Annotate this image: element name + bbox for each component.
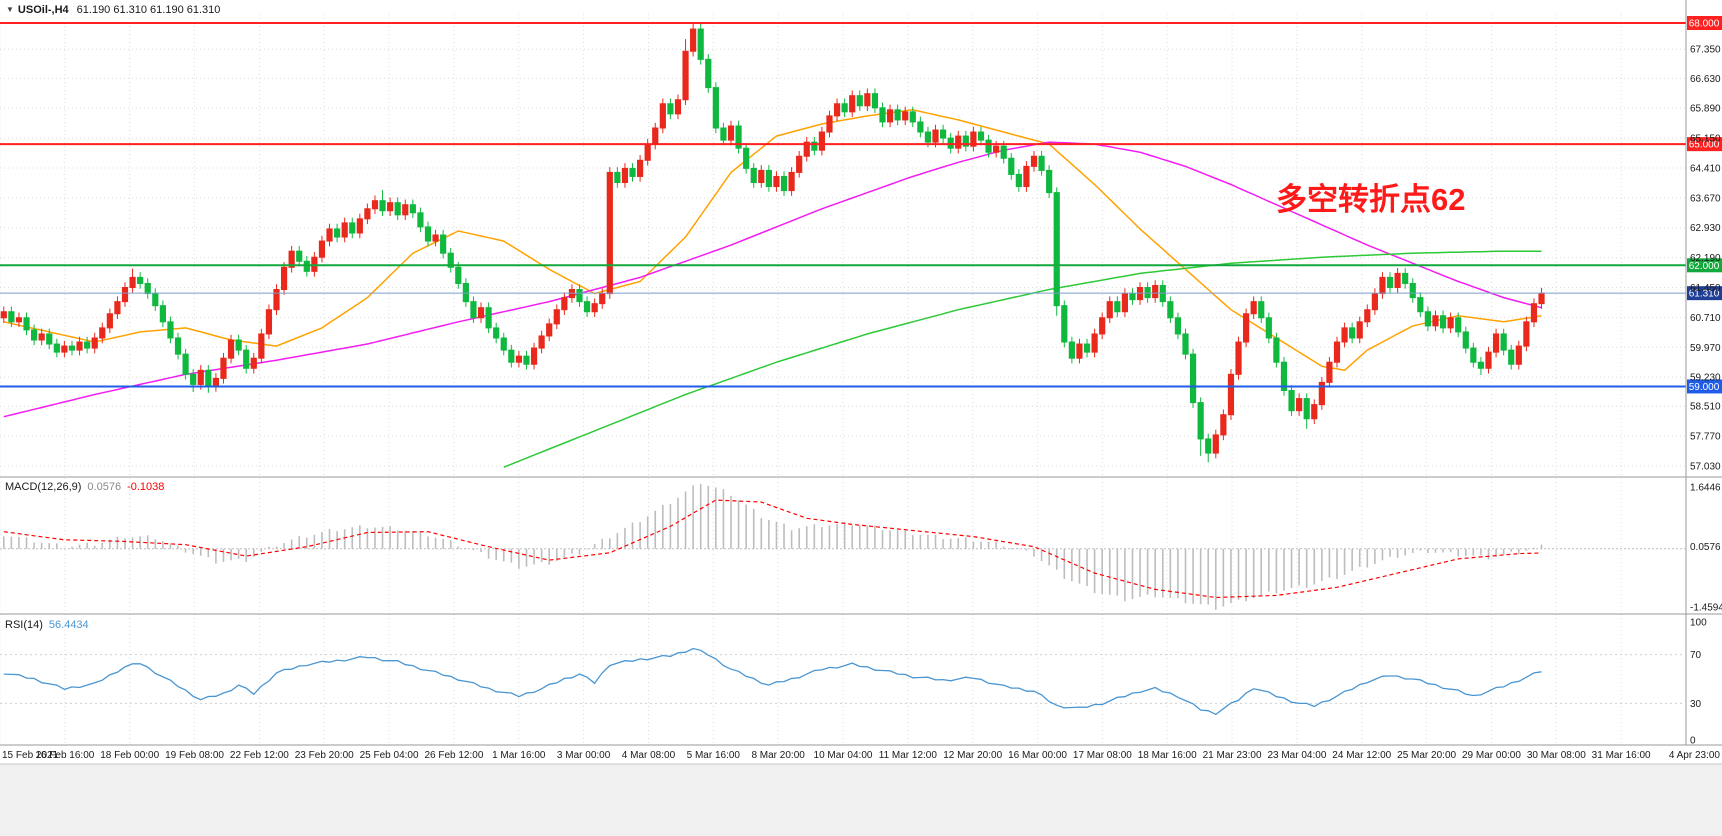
svg-text:65.000: 65.000: [1689, 140, 1720, 151]
svg-text:70: 70: [1690, 650, 1702, 661]
svg-text:-1.4594: -1.4594: [1690, 603, 1722, 614]
svg-text:1.6446: 1.6446: [1690, 483, 1721, 494]
current-price-badge: [1687, 286, 1722, 301]
price-level-badge: [1687, 379, 1722, 394]
mid-ma-line: [3, 141, 1542, 418]
svg-text:25 Mar 20:00: 25 Mar 20:00: [1397, 750, 1456, 761]
rsi-line: [3, 647, 1542, 716]
ohlc-values: 61.190 61.310 61.190 61.310: [76, 4, 221, 16]
svg-text:30: 30: [1690, 699, 1702, 710]
svg-text:16 Mar 00:00: 16 Mar 00:00: [1008, 750, 1067, 761]
symbol-dropdown-icon[interactable]: ▼: [6, 5, 14, 14]
candles-series: [0, 23, 1545, 463]
price-axis-labels: 67.350 66.630 65.890 65.150 64.410 63.670 62.9…: [1690, 45, 1721, 473]
svg-text:22 Feb 12:00: 22 Feb 12:00: [230, 750, 289, 761]
svg-text:21 Mar 23:00: 21 Mar 23:00: [1203, 750, 1262, 761]
bottom-strip: [0, 764, 1722, 836]
svg-text:4 Mar 08:00: 4 Mar 08:00: [622, 750, 676, 761]
svg-text:58.510: 58.510: [1690, 402, 1721, 413]
rsi-levels: [0, 654, 1686, 704]
svg-text:65.150: 65.150: [1690, 134, 1721, 145]
svg-text:8 Mar 20:00: 8 Mar 20:00: [751, 750, 805, 761]
macd-title: MACD(12,26,9): [5, 481, 82, 493]
svg-text:62.000: 62.000: [1689, 261, 1720, 272]
svg-text:4 Apr 23:00: 4 Apr 23:00: [1669, 750, 1721, 761]
svg-text:59.970: 59.970: [1690, 343, 1721, 354]
price-level-badge: [1687, 137, 1722, 152]
svg-text:66.630: 66.630: [1690, 74, 1721, 85]
svg-text:0: 0: [1690, 736, 1696, 747]
svg-text:15 Feb 2021: 15 Feb 2021: [2, 750, 59, 761]
svg-text:16 Feb 16:00: 16 Feb 16:00: [35, 750, 94, 761]
svg-text:23 Mar 04:00: 23 Mar 04:00: [1267, 750, 1326, 761]
svg-text:1 Mar 16:00: 1 Mar 16:00: [492, 750, 546, 761]
chart-annotation-text[interactable]: 多空转折点62: [1276, 182, 1466, 217]
svg-text:18 Mar 16:00: 18 Mar 16:00: [1138, 750, 1197, 761]
svg-text:19 Feb 08:00: 19 Feb 08:00: [165, 750, 224, 761]
slow-ma-line: [503, 250, 1542, 468]
svg-text:18 Feb 00:00: 18 Feb 00:00: [100, 750, 159, 761]
svg-text:60.710: 60.710: [1690, 313, 1721, 324]
svg-text:61.310: 61.310: [1689, 289, 1720, 300]
svg-text:64.410: 64.410: [1690, 163, 1721, 174]
svg-text:12 Mar 20:00: 12 Mar 20:00: [943, 750, 1002, 761]
svg-text:25 Feb 04:00: 25 Feb 04:00: [360, 750, 419, 761]
chart-ohlc-readout: ▼ USOil-,H4 61.190 61.310 61.190 61.310: [6, 5, 220, 16]
svg-text:30 Mar 08:00: 30 Mar 08:00: [1527, 750, 1586, 761]
svg-text:62.190: 62.190: [1690, 253, 1721, 264]
svg-text:26 Feb 12:00: 26 Feb 12:00: [424, 750, 483, 761]
svg-text:57.770: 57.770: [1690, 432, 1721, 443]
svg-text:29 Mar 00:00: 29 Mar 00:00: [1462, 750, 1521, 761]
symbol-timeframe-label: USOil-,H4: [17, 4, 69, 16]
svg-text:59.000: 59.000: [1689, 382, 1720, 393]
svg-text:62.930: 62.930: [1690, 223, 1721, 234]
macd-signal-value: -0.1038: [127, 481, 165, 493]
svg-text:65.890: 65.890: [1690, 104, 1721, 115]
svg-text:57.030: 57.030: [1690, 462, 1721, 473]
price-level-badge: [1687, 16, 1722, 30]
svg-text:24 Mar 12:00: 24 Mar 12:00: [1332, 750, 1391, 761]
svg-text:10 Mar 04:00: 10 Mar 04:00: [814, 750, 873, 761]
svg-text:100: 100: [1690, 618, 1707, 629]
rsi-axis-labels: 100 70 30 0: [1690, 618, 1707, 747]
svg-text:68.000: 68.000: [1689, 19, 1720, 30]
svg-text:5 Mar 16:00: 5 Mar 16:00: [687, 750, 741, 761]
macd-main-value: 0.0576: [87, 481, 122, 493]
rsi-indicator-label: RSI(14) 56.4434: [5, 620, 89, 631]
svg-text:31 Mar 16:00: 31 Mar 16:00: [1592, 750, 1651, 761]
macd-axis-labels: 1.6446 0.0576 -1.4594: [1690, 483, 1722, 614]
svg-text:61.450: 61.450: [1690, 283, 1721, 294]
svg-text:59.230: 59.230: [1690, 373, 1721, 384]
svg-text:0.0576: 0.0576: [1690, 542, 1721, 553]
macd-indicator-label: MACD(12,26,9) 0.0576 -0.1038: [5, 482, 164, 493]
svg-text:67.350: 67.350: [1690, 45, 1721, 56]
rsi-title: RSI(14): [5, 619, 43, 631]
svg-text:23 Feb 20:00: 23 Feb 20:00: [295, 750, 354, 761]
svg-text:17 Mar 08:00: 17 Mar 08:00: [1073, 750, 1132, 761]
price-level-badge: [1687, 258, 1722, 273]
svg-text:3 Mar 00:00: 3 Mar 00:00: [557, 750, 611, 761]
rsi-value: 56.4434: [48, 619, 89, 631]
svg-text:63.670: 63.670: [1690, 193, 1721, 204]
svg-text:11 Mar 12:00: 11 Mar 12:00: [879, 750, 938, 761]
